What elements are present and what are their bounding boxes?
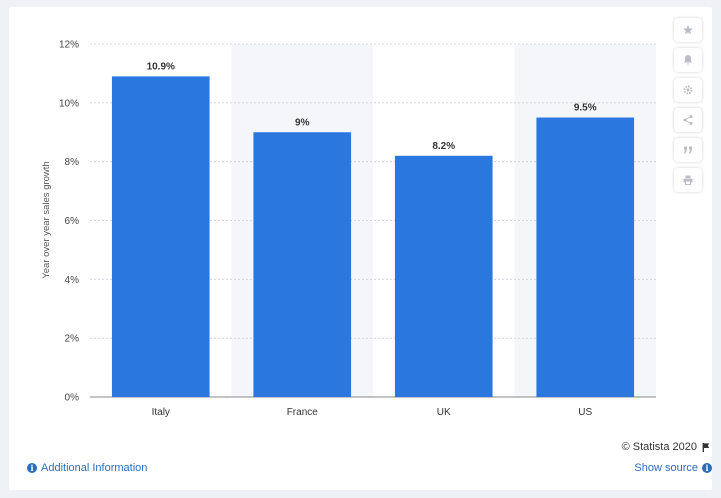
x-category-label: Italy <box>152 407 170 418</box>
show-source-link[interactable]: Show source i <box>634 462 712 474</box>
y-tick-label: 4% <box>65 275 80 286</box>
chart-toolbar <box>674 18 702 192</box>
gear-icon <box>683 85 693 95</box>
alert-button[interactable] <box>674 48 702 72</box>
y-tick-label: 6% <box>65 216 80 227</box>
bar-uk[interactable] <box>394 155 493 397</box>
print-icon <box>683 175 693 185</box>
bar-italy[interactable] <box>111 76 210 397</box>
copyright: © Statista 2020 <box>622 441 712 453</box>
y-tick-label: 12% <box>59 40 79 51</box>
data-label: 9% <box>295 117 310 128</box>
quote-icon <box>684 146 692 154</box>
bar-france[interactable] <box>253 132 352 397</box>
copyright-text: © Statista 2020 <box>621 441 697 453</box>
share-icon <box>683 115 693 125</box>
additional-information-link[interactable]: i Additional Information <box>27 462 147 474</box>
settings-button[interactable] <box>674 78 702 102</box>
x-category-label: US <box>578 407 592 418</box>
x-category-label: France <box>287 407 319 418</box>
y-tick-label: 2% <box>65 334 80 345</box>
print-button[interactable] <box>674 168 702 192</box>
y-tick-label: 8% <box>65 157 80 168</box>
info-icon: i <box>27 463 37 473</box>
x-category-label: UK <box>437 407 451 418</box>
y-axis-title: Year over year sales growth <box>41 161 52 278</box>
show-source-label: Show source <box>634 462 698 474</box>
bar-us[interactable] <box>536 117 635 398</box>
additional-information-label: Additional Information <box>41 462 148 474</box>
favorite-button[interactable] <box>674 18 702 42</box>
y-tick-label: 10% <box>59 98 79 109</box>
info-icon: i <box>702 463 712 473</box>
data-label: 8.2% <box>432 141 455 152</box>
y-tick-label: 0% <box>65 393 80 404</box>
cite-button[interactable] <box>674 138 702 162</box>
star-icon <box>683 25 693 35</box>
bell-icon <box>684 55 692 65</box>
share-button[interactable] <box>674 108 702 132</box>
data-label: 9.5% <box>574 103 597 114</box>
flag-icon <box>702 442 710 452</box>
data-label: 10.9% <box>147 61 175 72</box>
